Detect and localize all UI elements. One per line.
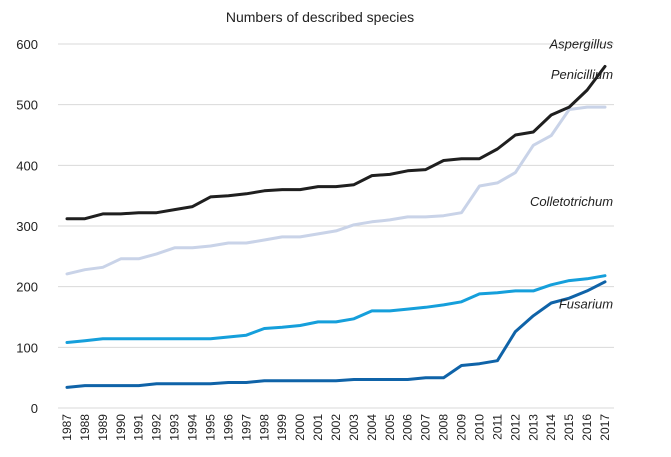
x-tick-label: 2007 [419,414,433,441]
y-tick-label: 500 [16,98,38,113]
x-tick-label: 1993 [168,414,182,441]
x-tick-label: 2004 [365,414,379,441]
y-tick-label: 100 [16,340,38,355]
series-label-fusarium: Fusarium [559,297,613,312]
x-tick-label: 1991 [132,414,146,441]
series-label-colletotrichum: Colletotrichum [530,194,613,209]
x-tick-label: 2000 [293,414,307,441]
y-tick-label: 0 [31,401,38,416]
x-tick-label: 2011 [490,414,504,440]
x-tick-label: 1999 [275,414,289,441]
x-axis-tick-labels: 1987 1988 1989 1990 1991 1992 1993 1994 1995 1996… [60,414,612,441]
x-tick-label: 1995 [203,414,217,441]
y-tick-label: 300 [16,219,38,234]
x-tick-label: 1990 [114,414,128,441]
x-tick-label: 1989 [96,414,110,441]
series-line-fusarium [65,274,607,344]
x-tick-label: 2001 [311,414,325,441]
x-tick-label: 1997 [239,414,253,441]
x-tick-label: 2013 [526,414,540,441]
x-tick-label: 2016 [580,414,594,441]
grid-lines [58,43,614,409]
x-tick-label: 2012 [508,414,522,441]
x-tick-label: 2009 [455,414,469,441]
x-tick-label: 1998 [257,414,271,441]
series-line-penicillium [65,105,607,276]
x-tick-label: 2010 [472,414,486,441]
series-label-aspergillus: Aspergillus [548,36,613,51]
x-tick-label: 1994 [186,414,200,441]
x-tick-label: 2017 [598,414,612,441]
x-tick-label: 2008 [437,414,451,441]
x-tick-label: 2005 [383,414,397,441]
series-line-aspergillus [65,64,607,221]
x-tick-label: 2014 [544,414,558,441]
series-labels: Penicillium Aspergillus Fusarium Colletotri… [530,36,614,311]
x-tick-label: 1996 [221,414,235,441]
x-tick-label: 1988 [78,414,92,441]
x-tick-label: 2003 [347,414,361,441]
series-lines [65,64,607,389]
x-tick-label: 1987 [60,414,74,441]
x-tick-label: 2015 [562,414,576,441]
series-line-colletotrichum [65,280,607,389]
x-tick-label: 2002 [329,414,343,441]
y-tick-label: 600 [16,37,38,52]
x-tick-label: 1992 [150,414,164,441]
x-tick-label: 2006 [401,414,415,441]
series-label-penicillium: Penicillium [551,67,613,82]
chart-title: Numbers of described species [226,9,414,25]
y-tick-label: 200 [16,280,38,295]
y-axis-tick-labels: 0 100 200 300 400 500 600 [16,37,38,416]
y-tick-label: 400 [16,158,38,173]
